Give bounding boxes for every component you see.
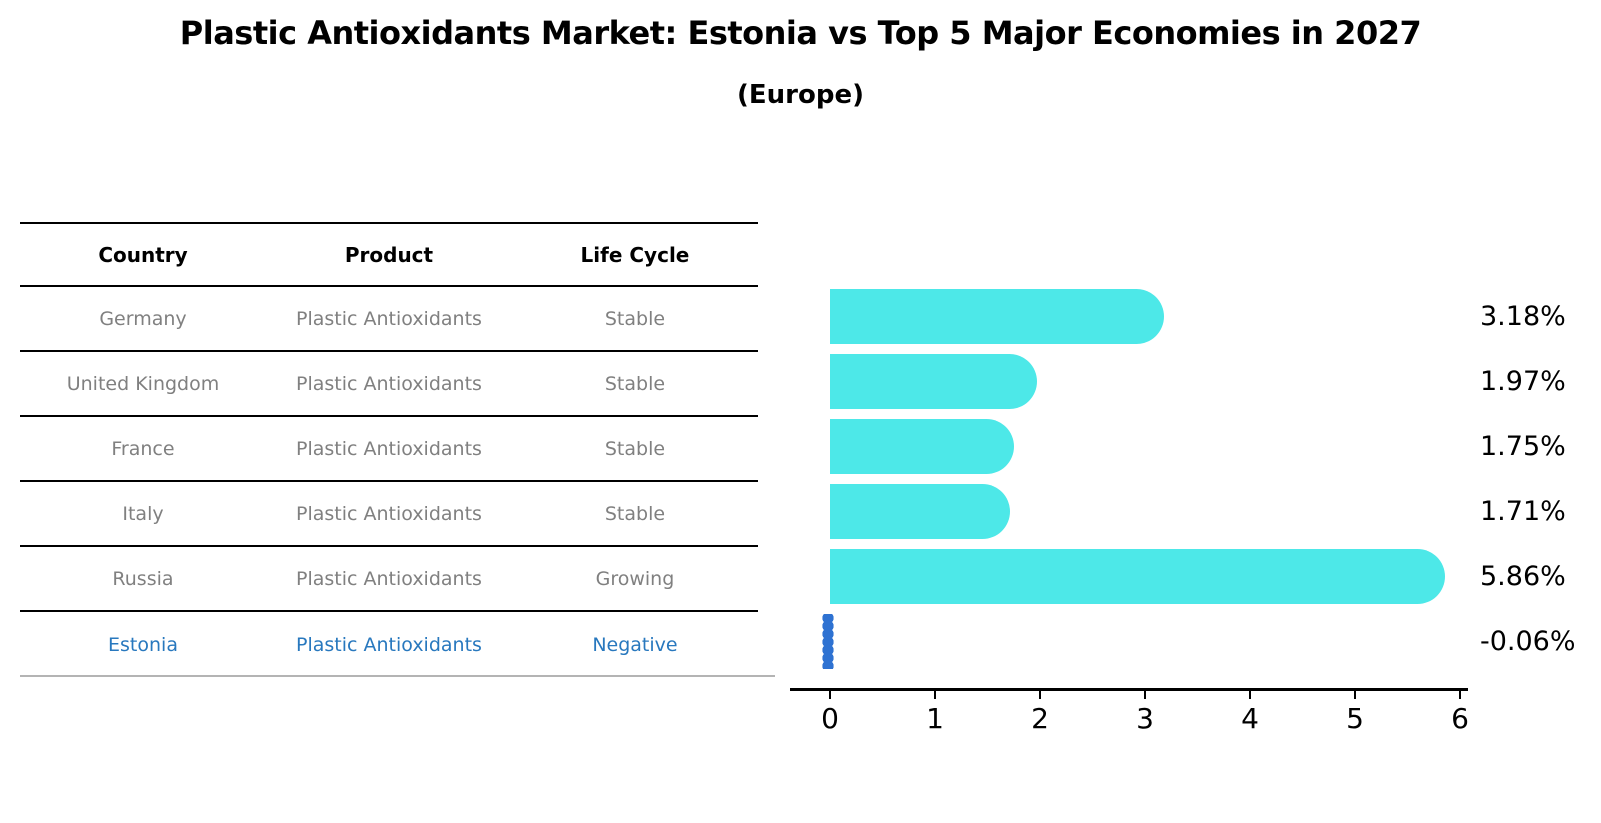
value-bar (830, 289, 1164, 344)
x-tick-label: 6 (1451, 702, 1469, 735)
table-row: Italy Plastic Antioxidants Stable (20, 482, 758, 547)
bar-row: 5.86% (830, 549, 1566, 604)
x-axis-ticks: 0 1 2 3 4 5 6 (821, 690, 1490, 740)
x-tick-mark (1249, 690, 1251, 699)
cell-country: Russia (112, 567, 174, 590)
x-tick-mark (1459, 690, 1461, 699)
x-tick-label: 4 (1241, 702, 1259, 735)
value-bar (830, 419, 1014, 474)
value-bar (830, 484, 1010, 539)
chart-title: Plastic Antioxidants Market: Estonia vs … (179, 14, 1422, 52)
x-tick-label: 3 (1136, 702, 1154, 735)
cell-product: Plastic Antioxidants (296, 307, 482, 330)
x-tick-mark (1039, 690, 1041, 699)
bar-value-label: 1.71% (1480, 496, 1566, 527)
bar-row: 1.97% (830, 354, 1566, 409)
table-header-row: Country Product Life Cycle (20, 222, 758, 287)
cell-product: Plastic Antioxidants (296, 437, 482, 460)
cell-life-cycle: Stable (604, 372, 666, 395)
x-tick-label: 2 (1031, 702, 1049, 735)
col-header-life-cycle: Life Cycle (580, 242, 690, 267)
cell-life-cycle: Growing (595, 567, 675, 590)
bar-row: 1.71% (830, 484, 1566, 539)
cell-life-cycle: Stable (604, 437, 666, 460)
bar-row: 3.18% (830, 289, 1566, 344)
x-tick-mark (934, 690, 936, 699)
bar-value-label: 3.18% (1480, 301, 1566, 332)
cell-product: Plastic Antioxidants (296, 633, 482, 656)
table-row: Russia Plastic Antioxidants Growing (20, 547, 758, 612)
table-bottom-divider (20, 675, 775, 677)
cell-life-cycle: Stable (604, 502, 666, 525)
x-tick-mark (829, 690, 831, 699)
x-tick-label: 5 (1346, 702, 1364, 735)
value-bar (830, 354, 1037, 409)
cell-country: Italy (122, 502, 164, 525)
negative-bar (822, 614, 834, 669)
cell-life-cycle: Negative (592, 633, 678, 656)
bar-value-label: 1.75% (1480, 431, 1566, 462)
chart-subtitle: (Europe) (737, 80, 864, 110)
table-row: Germany Plastic Antioxidants Stable (20, 287, 758, 352)
col-header-country: Country (98, 242, 188, 267)
col-header-product: Product (344, 242, 434, 267)
cell-country: France (111, 437, 175, 460)
country-table: Country Product Life Cycle Germany Plasti… (20, 222, 758, 677)
table-row: United Kingdom Plastic Antioxidants Stable (20, 352, 758, 417)
cell-country: Estonia (108, 633, 178, 656)
cell-life-cycle: Stable (604, 307, 666, 330)
cell-product: Plastic Antioxidants (296, 372, 482, 395)
bar-row: -0.06% (822, 614, 1576, 669)
x-tick-mark (1354, 690, 1356, 699)
table-row: Estonia Plastic Antioxidants Negative (20, 612, 758, 677)
table-row: France Plastic Antioxidants Stable (20, 417, 758, 482)
cell-product: Plastic Antioxidants (296, 502, 482, 525)
x-axis (790, 688, 1468, 691)
x-tick-mark (1144, 690, 1146, 699)
cell-country: United Kingdom (66, 372, 220, 395)
bar-value-label: -0.06% (1480, 626, 1576, 657)
bar-row: 1.75% (830, 419, 1566, 474)
x-tick-label: 0 (821, 702, 839, 735)
x-tick-label: 1 (926, 702, 944, 735)
bar-value-label: 1.97% (1480, 366, 1566, 397)
cell-country: Germany (99, 307, 187, 330)
bar-value-label: 5.86% (1480, 561, 1566, 592)
value-bar (830, 549, 1446, 604)
cell-product: Plastic Antioxidants (296, 567, 482, 590)
bar-plot-area: 3.18% 1.97% 1.75% 1.71% 5.86% -0.06% (822, 289, 1576, 669)
